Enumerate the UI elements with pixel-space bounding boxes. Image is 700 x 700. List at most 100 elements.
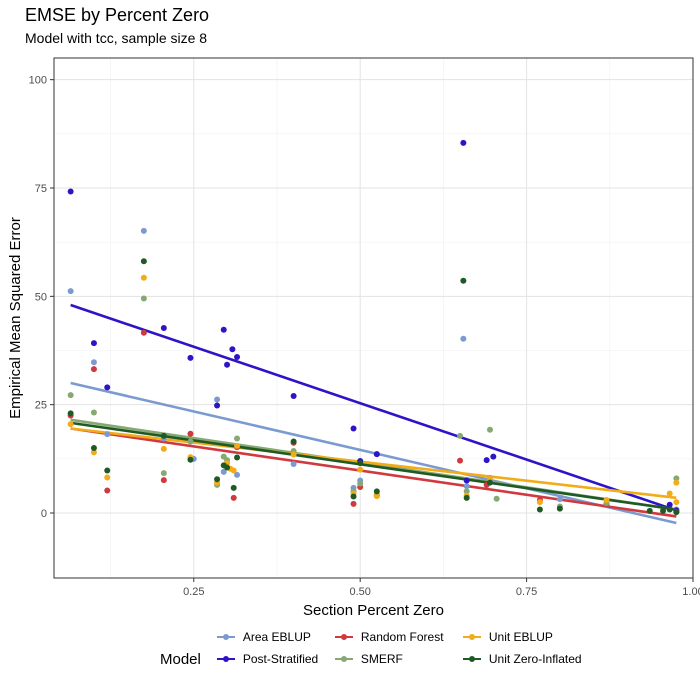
data-point	[493, 495, 500, 502]
data-point	[556, 505, 563, 512]
data-point	[460, 139, 467, 146]
data-point	[234, 442, 241, 449]
trend-line	[70, 381, 677, 525]
data-point	[224, 361, 231, 368]
data-point	[666, 501, 673, 508]
data-point	[483, 457, 490, 464]
data-point	[104, 487, 111, 494]
legend-item: Unit EBLUP	[461, 629, 591, 645]
data-point	[486, 475, 493, 482]
data-point	[214, 396, 221, 403]
data-point	[673, 509, 680, 516]
data-point	[67, 188, 74, 195]
data-point	[457, 432, 464, 439]
data-point	[140, 258, 147, 265]
legend: Model Area EBLUP Random Forest Unit EBLUP P…	[160, 612, 591, 684]
data-point	[234, 454, 241, 461]
data-point	[463, 494, 470, 501]
data-point	[666, 490, 673, 497]
data-point	[490, 453, 497, 460]
legend-swatch	[333, 651, 355, 667]
data-point	[373, 493, 380, 500]
y-tick-label: 0	[41, 508, 47, 520]
legend-item: Post-Stratified	[215, 651, 333, 667]
data-point	[603, 497, 610, 503]
data-point	[140, 329, 147, 336]
y-tick-label: 50	[35, 291, 47, 303]
data-point	[140, 274, 147, 281]
trend-line	[70, 427, 677, 500]
y-axis-title: Empirical Mean Squared Error	[7, 217, 24, 419]
data-point	[230, 467, 237, 474]
axis-ticks: 0 25 50 75 100 0.25 0.50 0.75 1.00	[29, 75, 700, 598]
y-tick-label: 25	[35, 400, 47, 412]
legend-label: Random Forest	[360, 630, 444, 644]
data-point	[187, 354, 194, 361]
legend-label: SMERF	[360, 652, 403, 666]
data-point	[556, 496, 563, 503]
data-point	[140, 227, 147, 234]
data-point	[290, 438, 297, 445]
x-tick-label: 1.00	[682, 586, 700, 598]
data-point	[357, 460, 364, 467]
legend-item: Area EBLUP	[215, 629, 333, 645]
data-point	[160, 324, 167, 331]
data-points	[67, 139, 680, 516]
legend-swatch	[461, 651, 483, 667]
y-tick-label: 100	[29, 75, 47, 87]
legend-swatch	[215, 629, 237, 645]
data-point	[90, 340, 97, 347]
legend-title: Model	[160, 650, 201, 668]
trend-line	[70, 303, 677, 512]
data-point	[90, 409, 97, 416]
data-point	[666, 506, 673, 513]
data-point	[463, 477, 470, 484]
legend-swatch	[461, 629, 483, 645]
trend-line	[70, 427, 677, 518]
data-point	[230, 494, 237, 501]
data-point	[350, 425, 357, 432]
legend-item: Unit Zero-Inflated	[461, 651, 591, 667]
data-point	[104, 431, 111, 438]
chart-title: EMSE by Percent Zero	[25, 5, 210, 25]
data-point	[214, 402, 221, 409]
chart-subtitle: Model with tcc, sample size 8	[25, 30, 208, 46]
data-point	[234, 354, 241, 360]
legend-item: SMERF	[333, 651, 461, 667]
data-point	[104, 384, 111, 391]
data-point	[536, 506, 543, 513]
data-point	[290, 393, 297, 399]
data-point	[140, 295, 147, 302]
data-point	[67, 288, 74, 295]
data-point	[357, 466, 364, 473]
grid	[54, 58, 694, 578]
data-point	[187, 430, 194, 437]
data-point	[290, 451, 297, 458]
data-point	[90, 359, 97, 366]
data-point	[160, 477, 167, 484]
legend-label: Unit EBLUP	[488, 630, 553, 644]
legend-label: Post-Stratified	[242, 652, 319, 666]
data-point	[224, 464, 231, 471]
data-point	[290, 461, 297, 468]
data-point	[90, 366, 97, 373]
data-point	[234, 471, 241, 478]
x-axis-title: Section Percent Zero	[303, 602, 444, 619]
legend-label: Area EBLUP	[242, 630, 311, 644]
data-point	[660, 507, 667, 514]
legend-item: Random Forest	[333, 629, 461, 645]
data-point	[357, 480, 364, 487]
data-point	[350, 500, 357, 507]
x-tick-label: 0.50	[349, 586, 370, 598]
data-point	[646, 507, 653, 514]
data-point	[160, 470, 167, 477]
legend-swatch	[333, 629, 355, 645]
data-point	[220, 326, 227, 333]
trend-lines	[70, 303, 677, 525]
data-point	[67, 392, 74, 399]
data-point	[486, 479, 493, 486]
data-point	[350, 493, 357, 500]
data-point	[160, 445, 167, 452]
x-tick-label: 0.75	[516, 586, 537, 598]
